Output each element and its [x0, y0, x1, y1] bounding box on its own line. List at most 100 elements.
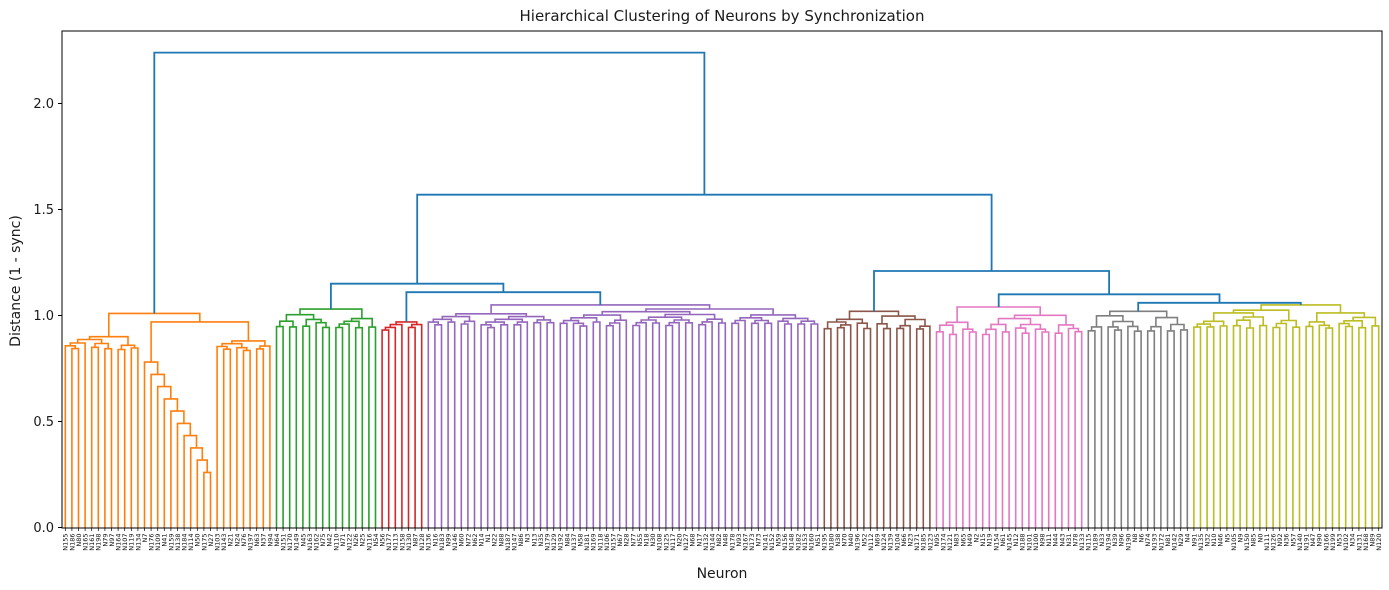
- leaf-label: N60: [458, 534, 466, 547]
- leaf-label: N33: [1098, 534, 1106, 547]
- leaf-label: N114: [187, 534, 195, 551]
- leaf-label: N197: [247, 534, 255, 551]
- leaf-label: N53: [1336, 534, 1344, 547]
- leaf-label: N59: [775, 534, 783, 547]
- leaf-label: N98: [1039, 534, 1047, 547]
- leaf-label: N168: [1362, 534, 1370, 551]
- blue-merge-links: [153, 51, 1302, 322]
- leaf-label: N44: [1052, 534, 1060, 547]
- leaf-label: N167: [742, 534, 750, 551]
- leaf-label: N129: [550, 534, 558, 551]
- leaf-label: N100: [1032, 534, 1040, 551]
- leaf-label: N83: [953, 534, 961, 547]
- leaf-label: N34: [1349, 534, 1357, 547]
- leaf-label: N111: [1263, 534, 1271, 551]
- leaf-label: N69: [874, 534, 882, 547]
- leaf-label: N81: [1164, 534, 1172, 547]
- leaf-label: N160: [808, 534, 816, 551]
- leaf-label: N80: [75, 534, 83, 547]
- leaf-label: N79: [101, 534, 109, 547]
- leaf-label: N187: [504, 534, 512, 551]
- y-tick-label: 0.5: [33, 415, 54, 430]
- leaf-label: N73: [755, 534, 763, 547]
- leaf-label: N175: [200, 534, 208, 551]
- leaf-label: N163: [306, 534, 314, 551]
- leaf-label: N24: [233, 534, 241, 547]
- leaf-label: N63: [253, 534, 261, 547]
- leaf-label: N58: [577, 534, 585, 547]
- leaf-label: N117: [669, 534, 677, 551]
- leaf-label: N161: [88, 534, 96, 551]
- leaf-label: N4: [1184, 534, 1192, 543]
- leaf-label: N133: [1078, 534, 1086, 551]
- leaf-label: N162: [313, 534, 321, 551]
- leaf-label: N145: [1006, 534, 1014, 551]
- leaf-label: N56: [379, 534, 387, 547]
- leaf-label: N158: [398, 534, 406, 551]
- leaf-label: N143: [220, 534, 228, 551]
- leaf-label: N7: [141, 534, 149, 543]
- leaf-label: N194: [1105, 534, 1113, 551]
- leaf-label: N195: [821, 534, 829, 551]
- leaf-label: N22: [491, 534, 499, 547]
- leaf-label: N113: [392, 534, 400, 551]
- leaf-label: N125: [662, 534, 670, 551]
- leaf-label: N50: [194, 534, 202, 547]
- chart-title: Hierarchical Clustering of Neurons by Sy…: [519, 7, 925, 25]
- leaf-label: N20: [676, 534, 684, 547]
- leaf-label: N54: [372, 534, 380, 547]
- leaf-label: N140: [1296, 534, 1304, 551]
- leaf-label: N71: [339, 534, 347, 547]
- leaf-label: N138: [174, 534, 182, 551]
- leaf-label: N159: [167, 534, 175, 551]
- leaf-label: N9: [1237, 534, 1245, 543]
- leaf-label: N127: [682, 534, 690, 551]
- leaf-label: N173: [748, 534, 756, 551]
- leaf-label: N171: [913, 534, 921, 551]
- leaf-label: N96: [1118, 534, 1126, 547]
- leaf-label: N78: [1072, 534, 1080, 547]
- leaf-label: N57: [1289, 534, 1297, 547]
- leaf-label: N1: [484, 534, 492, 543]
- leaf-label: N156: [781, 534, 789, 551]
- leaf-label: N148: [788, 534, 796, 551]
- leaf-label: N85: [1250, 534, 1258, 547]
- leaf-label: N146: [451, 534, 459, 551]
- leaf-label: N107: [121, 534, 129, 551]
- leaf-label: N151: [280, 534, 288, 551]
- leaf-label: N180: [827, 534, 835, 551]
- leaf-label: N95: [933, 534, 941, 547]
- leaf-label: N43: [1058, 534, 1066, 547]
- leaf-label: N193: [1151, 534, 1159, 551]
- leaf-label: N189: [1091, 534, 1099, 551]
- leaf-label: N27: [207, 534, 215, 547]
- leaf-label: N32: [1204, 534, 1212, 547]
- leaf-label: N92: [1276, 534, 1284, 547]
- leaf-label: N42: [326, 534, 334, 547]
- leaf-label: N39: [1111, 534, 1119, 547]
- leaf-label: N46: [1217, 534, 1225, 547]
- leaf-label: N121: [946, 534, 954, 551]
- leaf-label: N94: [266, 534, 274, 547]
- leaf-label: N40: [847, 534, 855, 547]
- leaf-label: N3: [524, 534, 532, 543]
- leaf-label: N178: [728, 534, 736, 551]
- leaf-label: N120: [1375, 534, 1383, 551]
- leaf-label: N47: [1309, 534, 1317, 547]
- leaf-label: N102: [1342, 534, 1350, 551]
- leaf-label: N153: [801, 534, 809, 551]
- leaf-label: N150: [1243, 534, 1251, 551]
- leaf-label: N29: [1177, 534, 1185, 547]
- leaf-label: N116: [365, 534, 373, 551]
- leaf-label: N128: [418, 534, 426, 551]
- leaf-label: N64: [273, 534, 281, 547]
- leaf-label: N179: [544, 534, 552, 551]
- leaf-label: N23: [907, 534, 915, 547]
- leaf-label: N166: [1322, 534, 1330, 551]
- leaf-label: N124: [880, 534, 888, 551]
- leaf-label: N19: [986, 534, 994, 547]
- leaf-label: N90: [1316, 534, 1324, 547]
- leaf-label: N191: [1303, 534, 1311, 551]
- leaf-label: N84: [563, 534, 571, 547]
- leaf-label: N76: [240, 534, 248, 547]
